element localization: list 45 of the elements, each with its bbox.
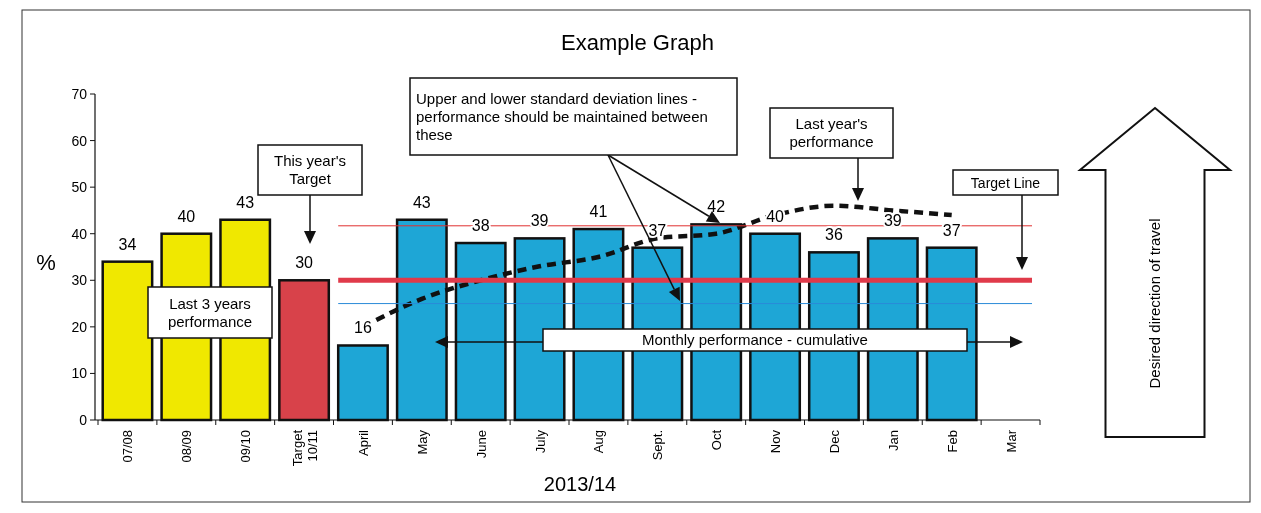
data-label: 16 <box>354 319 372 337</box>
x-tick-label: April <box>355 429 371 457</box>
y-tick-label: 60 <box>71 132 88 149</box>
data-label: 40 <box>177 207 196 225</box>
data-label: 37 <box>942 221 961 239</box>
chart-title: Example Graph <box>561 30 714 55</box>
x-tick-label: Dec <box>826 429 842 454</box>
annotation: Last year's performance <box>789 115 874 150</box>
annotation: Target Line <box>970 174 1041 191</box>
data-label: 37 <box>648 221 667 239</box>
text: Desired direction of travel <box>1146 218 1163 389</box>
y-axis-title: % <box>36 250 56 275</box>
data-label: 36 <box>825 226 843 244</box>
annotation: Monthly performance - cumulative <box>642 331 868 348</box>
data-label: 43 <box>236 193 255 211</box>
data-label: 42 <box>707 198 726 216</box>
data-label: 43 <box>412 193 431 211</box>
x-tick-label: June <box>473 430 489 459</box>
data-label: 34 <box>118 235 137 253</box>
y-tick-label: 70 <box>71 86 88 102</box>
x-tick-label: Target 10/11 <box>290 429 321 467</box>
x-tick-label: July <box>532 429 548 454</box>
x-tick-label: May <box>414 429 430 455</box>
x-tick-label: Mar <box>1003 429 1019 453</box>
x-tick-label: Jan <box>885 430 901 451</box>
x-tick-label: Sept. <box>650 430 666 461</box>
x-axis-title: 2013/14 <box>543 473 617 495</box>
x-tick-label: Nov <box>768 429 784 454</box>
annotation: Last 3 years performance <box>167 294 253 330</box>
annotation: Upper and lower standard deviation lines - performance should be maintained between these <box>416 89 708 143</box>
x-tick-label: 09/10 <box>238 430 254 463</box>
data-label: 41 <box>589 203 608 221</box>
annotation: This year's Target <box>273 152 347 187</box>
x-tick-label: 08/09 <box>179 430 195 463</box>
y-tick-label: 20 <box>71 318 88 335</box>
data-label: 30 <box>295 254 314 272</box>
x-tick-label: 07/08 <box>120 430 136 463</box>
y-tick-label: 10 <box>71 365 88 382</box>
y-tick-label: 40 <box>71 225 88 242</box>
x-tick-label: Oct <box>709 429 725 451</box>
x-tick-label: Aug <box>591 430 607 454</box>
y-tick-label: 0 <box>79 412 88 428</box>
y-tick-label: 30 <box>71 272 88 289</box>
x-tick-label: Feb <box>944 430 960 453</box>
y-tick-label: 50 <box>71 179 88 196</box>
